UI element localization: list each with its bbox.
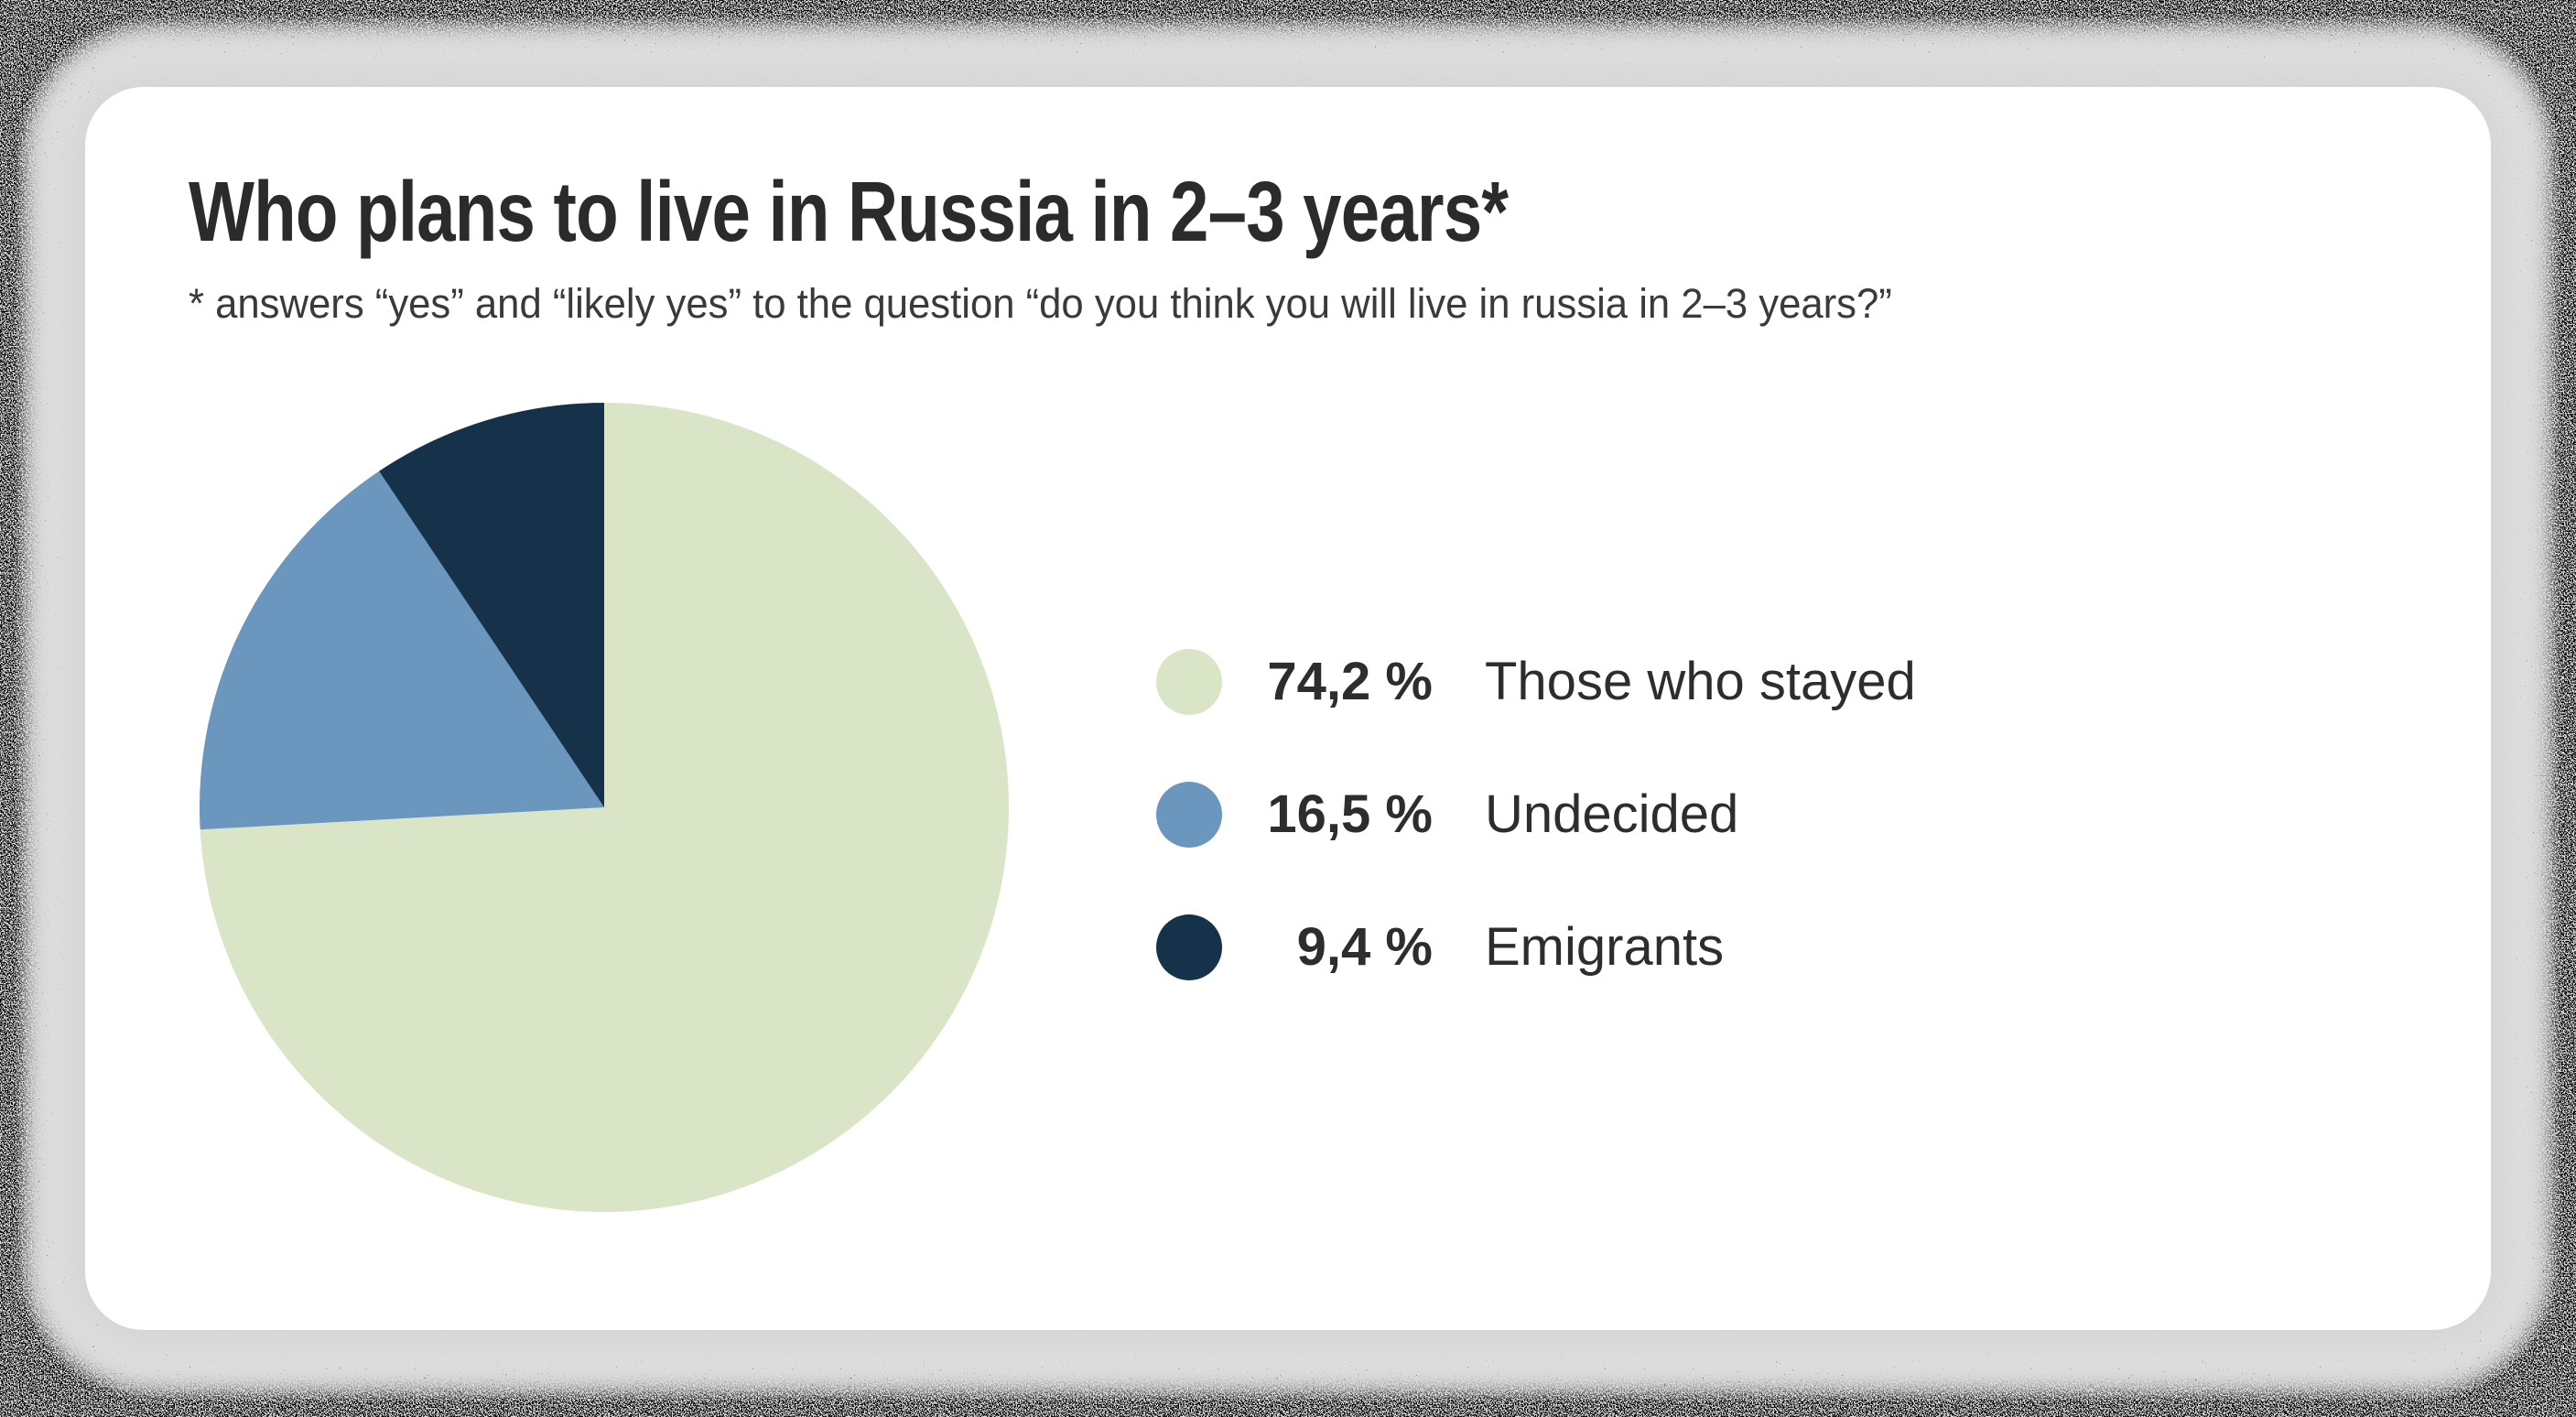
legend-label-emigrants: Emigrants <box>1485 917 1725 977</box>
legend: 74,2 % Those who stayed 16,5 % Undecided… <box>1156 615 1916 1013</box>
legend-swatch-undecided-icon <box>1156 781 1222 848</box>
legend-value-those-who-stayed: 74,2 % <box>1267 652 1433 711</box>
chart-card: Who plans to live in Russia in 2–3 years… <box>85 87 2491 1330</box>
legend-item-those-who-stayed: 74,2 % Those who stayed <box>1156 615 1916 748</box>
legend-label-undecided: Undecided <box>1485 784 1739 844</box>
chart-subtitle: * answers “yes” and “likely yes” to the … <box>189 280 1892 327</box>
legend-label-those-who-stayed: Those who stayed <box>1485 652 1916 711</box>
legend-item-undecided: 16,5 % Undecided <box>1156 748 1916 881</box>
pie-chart <box>200 403 1009 1212</box>
legend-item-emigrants: 9,4 % Emigrants <box>1156 881 1916 1013</box>
legend-value-emigrants: 9,4 % <box>1296 917 1433 977</box>
chart-title: Who plans to live in Russia in 2–3 years… <box>189 164 1509 259</box>
legend-swatch-those-who-stayed-icon <box>1156 648 1222 715</box>
legend-swatch-emigrants-icon <box>1156 914 1222 980</box>
legend-value-undecided: 16,5 % <box>1267 784 1433 844</box>
